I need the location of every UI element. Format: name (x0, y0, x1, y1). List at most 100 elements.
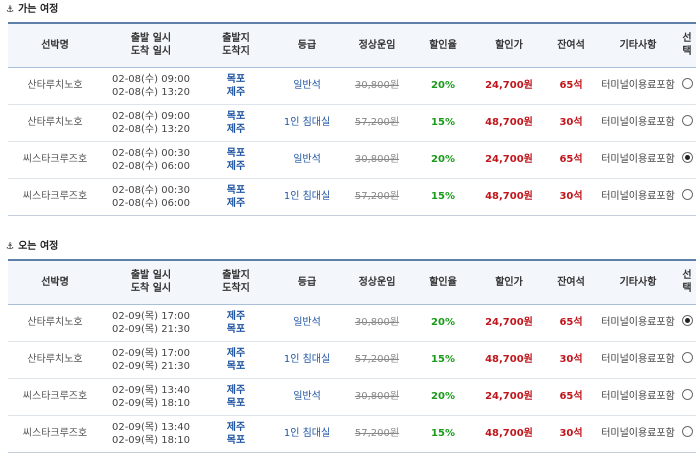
radio-icon[interactable] (681, 115, 693, 126)
inbound-table: 선박명 출발 일시 도착 일시 출발지 도착지 등급 정상운임 할인율 할인가 잔여… (8, 259, 696, 453)
remaining-seats: 65석 (544, 304, 598, 342)
schedule: 02-08(수) 09:00 02-08(수) 13:20 (102, 104, 200, 142)
col-select-header: 선택 (678, 22, 696, 68)
outbound-row-2: 산타루치노호 02-08(수) 09:00 02-08(수) 13:20 목포 제주… (8, 104, 696, 142)
col-normal-header: 정상운임 (342, 22, 412, 68)
outbound-row-3: 씨스타크루즈호 02-08(수) 00:30 02-08(수) 06:00 목포 제… (8, 141, 696, 179)
col-grade-header: 등급 (272, 22, 342, 68)
col-price-header: 할인가 (474, 22, 544, 68)
select-cell[interactable] (678, 104, 696, 142)
discount-price: 48,700원 (474, 341, 544, 379)
outbound-row-4: 씨스타크루즈호 02-08(수) 00:30 02-08(수) 06:00 목포 제… (8, 178, 696, 216)
col-price-header: 할인가 (474, 259, 544, 305)
col-time-header: 출발 일시 도착 일시 (102, 22, 200, 68)
note: 터미널이용료포함 (598, 341, 678, 379)
select-cell[interactable] (678, 178, 696, 216)
col-normal-header: 정상운임 (342, 259, 412, 305)
route: 제주 목포 (200, 415, 272, 453)
inbound-title: ⚓ 오는 여정 (6, 240, 58, 254)
discount-rate: 20% (412, 378, 474, 416)
grade-link[interactable]: 일반석 (272, 304, 342, 342)
select-cell[interactable] (678, 304, 696, 342)
grade-link[interactable]: 일반석 (272, 67, 342, 105)
grade-link[interactable]: 일반석 (272, 378, 342, 416)
remaining-seats: 30석 (544, 104, 598, 142)
route: 제주 목포 (200, 378, 272, 416)
radio-icon[interactable] (681, 426, 693, 437)
note: 터미널이용료포함 (598, 104, 678, 142)
outbound-header-row: 선박명 출발 일시 도착 일시 출발지 도착지 등급 정상운임 할인율 할인가 잔여… (8, 22, 696, 68)
normal-fare: 57,200원 (342, 341, 412, 379)
col-ship-header: 선박명 (8, 259, 102, 305)
discount-price: 48,700원 (474, 178, 544, 216)
normal-fare: 30,800원 (342, 304, 412, 342)
note: 터미널이용료포함 (598, 415, 678, 453)
note: 터미널이용료포함 (598, 67, 678, 105)
discount-price: 48,700원 (474, 415, 544, 453)
normal-fare: 30,800원 (342, 67, 412, 105)
discount-rate: 20% (412, 141, 474, 179)
ship-name: 산타루치노호 (8, 341, 102, 379)
radio-icon[interactable] (681, 389, 693, 400)
grade-link[interactable]: 일반석 (272, 141, 342, 179)
ship-name: 산타루치노호 (8, 67, 102, 105)
discount-rate: 15% (412, 415, 474, 453)
route: 제주 목포 (200, 304, 272, 342)
ship-name: 씨스타크루즈호 (8, 378, 102, 416)
inbound-row-1: 산타루치노호 02-09(목) 17:00 02-09(목) 21:30 제주 목포… (8, 304, 696, 342)
col-port-header: 출발지 도착지 (200, 259, 272, 305)
normal-fare: 57,200원 (342, 104, 412, 142)
inbound-row-2: 산타루치노호 02-09(목) 17:00 02-09(목) 21:30 제주 목포… (8, 341, 696, 379)
col-seats-header: 잔여석 (544, 22, 598, 68)
col-note-header: 기타사항 (598, 22, 678, 68)
route: 목포 제주 (200, 178, 272, 216)
grade-link[interactable]: 1인 침대실 (272, 341, 342, 379)
note: 터미널이용료포함 (598, 141, 678, 179)
remaining-seats: 30석 (544, 415, 598, 453)
discount-price: 24,700원 (474, 304, 544, 342)
discount-rate: 15% (412, 341, 474, 379)
schedule: 02-09(목) 13:40 02-09(목) 18:10 (102, 415, 200, 453)
radio-icon[interactable] (681, 315, 693, 326)
schedule: 02-09(목) 17:00 02-09(목) 21:30 (102, 341, 200, 379)
col-ship-header: 선박명 (8, 22, 102, 68)
outbound-row-1: 산타루치노호 02-08(수) 09:00 02-08(수) 13:20 목포 제주… (8, 67, 696, 105)
schedule: 02-08(수) 00:30 02-08(수) 06:00 (102, 178, 200, 216)
col-rate-header: 할인율 (412, 22, 474, 68)
discount-price: 24,700원 (474, 141, 544, 179)
ship-name: 산타루치노호 (8, 304, 102, 342)
select-cell[interactable] (678, 378, 696, 416)
schedule: 02-09(목) 13:40 02-09(목) 18:10 (102, 378, 200, 416)
anchor-icon: ⚓ (6, 5, 15, 15)
inbound-title-text: 오는 여정 (18, 241, 59, 252)
select-cell[interactable] (678, 67, 696, 105)
normal-fare: 30,800원 (342, 141, 412, 179)
inbound-row-4: 씨스타크루즈호 02-09(목) 13:40 02-09(목) 18:10 제주 목… (8, 415, 696, 453)
normal-fare: 57,200원 (342, 415, 412, 453)
grade-link[interactable]: 1인 침대실 (272, 178, 342, 216)
remaining-seats: 30석 (544, 178, 598, 216)
discount-price: 24,700원 (474, 67, 544, 105)
grade-link[interactable]: 1인 침대실 (272, 104, 342, 142)
note: 터미널이용료포함 (598, 178, 678, 216)
outbound-title-text: 가는 여정 (18, 4, 59, 15)
radio-icon[interactable] (681, 78, 693, 89)
discount-rate: 20% (412, 67, 474, 105)
select-cell[interactable] (678, 415, 696, 453)
note: 터미널이용료포함 (598, 378, 678, 416)
col-note-header: 기타사항 (598, 259, 678, 305)
radio-icon[interactable] (681, 189, 693, 200)
remaining-seats: 65석 (544, 141, 598, 179)
grade-link[interactable]: 1인 침대실 (272, 415, 342, 453)
note: 터미널이용료포함 (598, 304, 678, 342)
select-cell[interactable] (678, 141, 696, 179)
select-cell[interactable] (678, 341, 696, 379)
discount-rate: 20% (412, 304, 474, 342)
remaining-seats: 30석 (544, 341, 598, 379)
schedule: 02-08(수) 00:30 02-08(수) 06:00 (102, 141, 200, 179)
discount-rate: 15% (412, 104, 474, 142)
radio-icon[interactable] (681, 352, 693, 363)
discount-price: 24,700원 (474, 378, 544, 416)
radio-icon[interactable] (681, 152, 693, 163)
inbound-row-3: 씨스타크루즈호 02-09(목) 13:40 02-09(목) 18:10 제주 목… (8, 378, 696, 416)
